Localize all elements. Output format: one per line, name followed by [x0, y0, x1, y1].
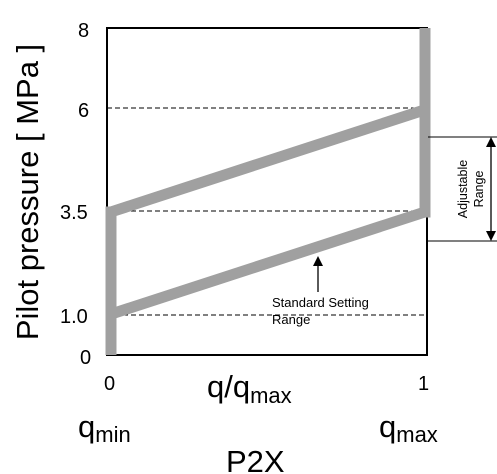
x-axis-label: q/qmax [207, 369, 292, 408]
adjustable-range-arrowhead-down [486, 231, 496, 241]
y-tick-1-0: 1.0 [60, 306, 88, 328]
adjustable-range-arrowhead-up [486, 137, 496, 147]
qmax-label-subscript: max [396, 422, 438, 447]
qmin-label: qmin [78, 409, 131, 447]
standard-range-label-line2: Range [272, 312, 310, 327]
band-lower-line [109, 206, 427, 320]
y-axis-label: Pilot pressure [ MPa ] [10, 44, 45, 340]
adjustable-range-label-line2: Range [472, 171, 486, 208]
figure-caption: P2X [226, 444, 285, 474]
plot-frame [106, 27, 428, 356]
qmax-label-main: q [379, 409, 396, 444]
qmin-label-subscript: min [95, 422, 130, 447]
pressure-band [105, 28, 431, 355]
adjustable-range-label-line1: Adjustable [456, 160, 470, 218]
standard-range-arrowhead [313, 256, 323, 266]
y-tick-3-5: 3.5 [60, 202, 88, 224]
x-axis-label-subscript: max [250, 383, 292, 408]
band-upper-line [109, 104, 427, 218]
x-axis-label-main: q/q [207, 369, 250, 404]
qmin-label-main: q [78, 409, 95, 444]
standard-range-label-line1: Standard Setting [272, 295, 369, 310]
y-tick-6: 6 [78, 100, 89, 122]
y-tick-8: 8 [78, 20, 89, 42]
y-tick-0: 0 [80, 347, 91, 369]
x-tick-0: 0 [104, 373, 115, 395]
qmax-label: qmax [379, 409, 438, 447]
x-tick-1: 1 [418, 373, 429, 395]
